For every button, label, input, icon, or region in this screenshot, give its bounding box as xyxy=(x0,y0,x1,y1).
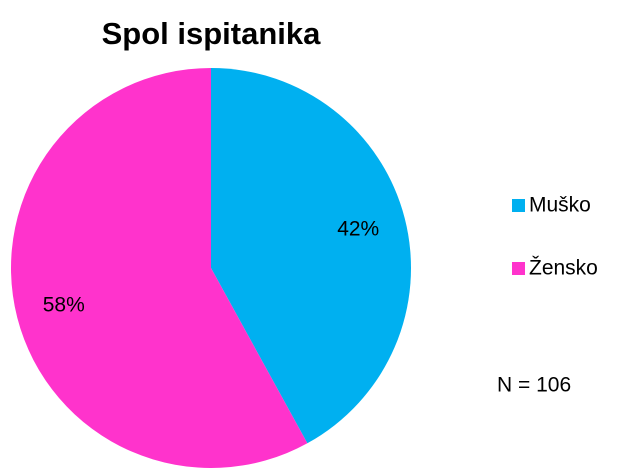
legend-swatch xyxy=(512,199,525,212)
legend-label: Žensko xyxy=(529,257,598,280)
legend-swatch xyxy=(512,262,525,275)
pie-slice xyxy=(211,68,411,444)
pie-slice xyxy=(11,68,308,468)
data-label: 42% xyxy=(337,218,379,241)
annotation: N = 106 xyxy=(497,374,571,397)
data-label: 58% xyxy=(43,293,85,316)
chart-title: Spol ispitanika xyxy=(102,16,322,51)
legend-label: Muško xyxy=(529,194,591,217)
